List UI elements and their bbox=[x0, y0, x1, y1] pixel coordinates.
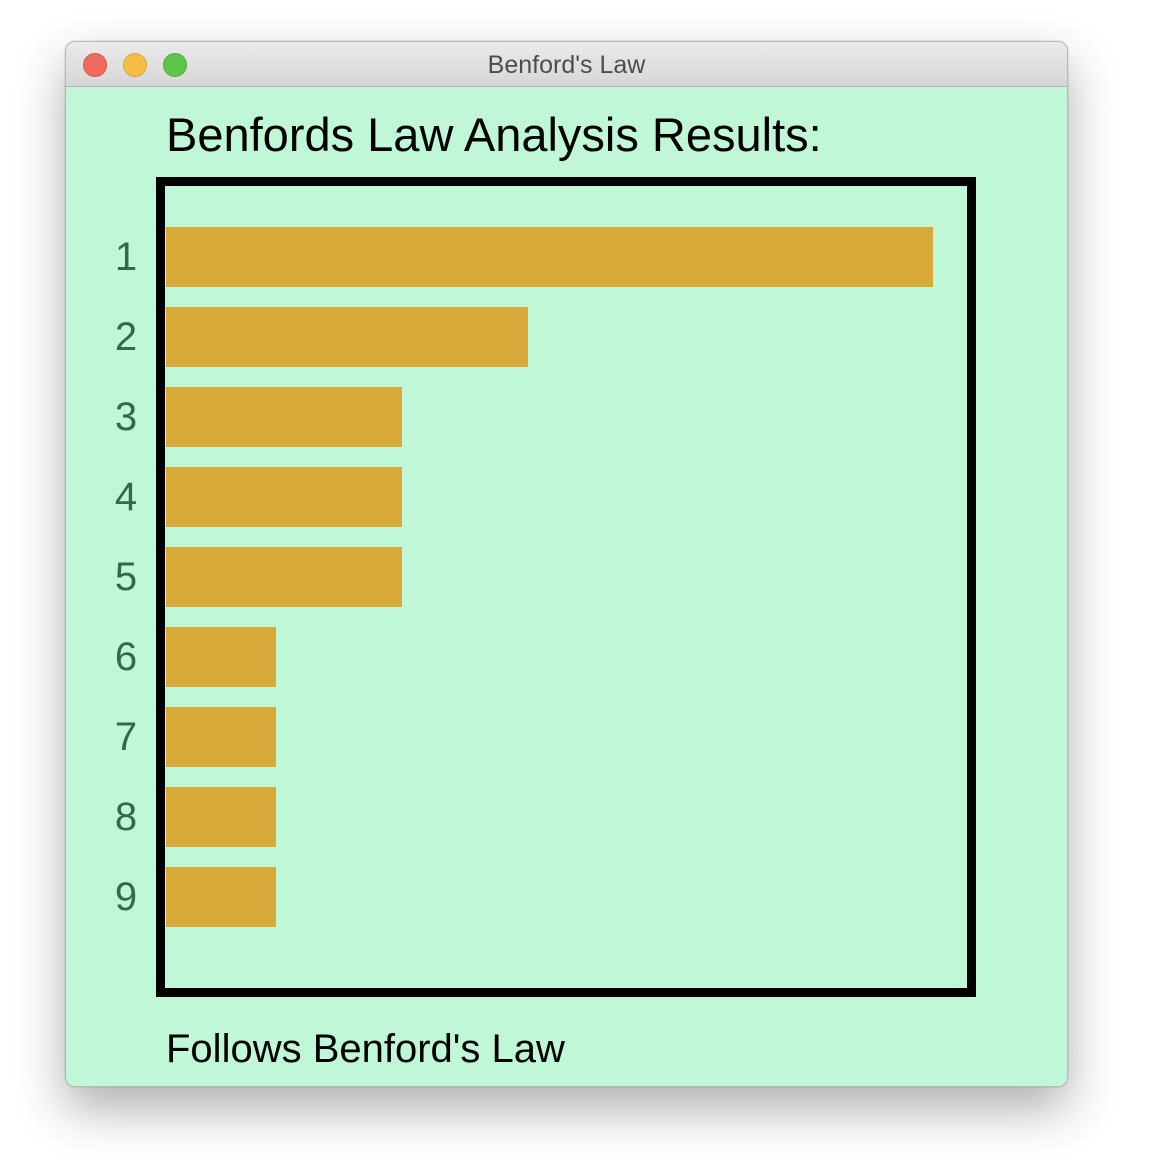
bar-digit-8 bbox=[166, 787, 276, 847]
bar-digit-3 bbox=[166, 387, 402, 447]
bar-digit-9 bbox=[166, 867, 276, 927]
digit-label-1: 1 bbox=[114, 235, 138, 279]
bar-digit-4 bbox=[166, 467, 402, 527]
window-title: Benford's Law bbox=[487, 51, 646, 79]
chart-frame bbox=[156, 177, 976, 997]
bar-digit-7 bbox=[166, 707, 276, 767]
bar-digit-5 bbox=[166, 547, 402, 607]
bar-digit-2 bbox=[166, 307, 528, 367]
digit-label-9: 9 bbox=[114, 875, 138, 919]
digit-label-7: 7 bbox=[114, 715, 138, 759]
digit-label-8: 8 bbox=[114, 795, 138, 839]
digit-label-6: 6 bbox=[114, 635, 138, 679]
content-area: Benfords Law Analysis Results: 1 2 3 4 5 6 7 8 9… bbox=[66, 87, 1067, 1086]
app-window: Benford's Law Benfords Law Analysis Resu… bbox=[65, 41, 1068, 1087]
digit-label-3: 3 bbox=[114, 395, 138, 439]
status-text: Follows Benford's Law bbox=[166, 1027, 565, 1071]
page-title: Benfords Law Analysis Results: bbox=[166, 108, 822, 161]
bar-digit-1 bbox=[166, 227, 933, 287]
digit-label-2: 2 bbox=[114, 315, 138, 359]
close-button[interactable] bbox=[83, 53, 107, 77]
bar-digit-6 bbox=[166, 627, 276, 687]
minimize-button[interactable] bbox=[123, 53, 147, 77]
title-bar[interactable]: Benford's Law bbox=[66, 42, 1067, 87]
digit-label-4: 4 bbox=[114, 475, 138, 519]
digit-label-5: 5 bbox=[114, 555, 138, 599]
zoom-button[interactable] bbox=[163, 53, 187, 77]
